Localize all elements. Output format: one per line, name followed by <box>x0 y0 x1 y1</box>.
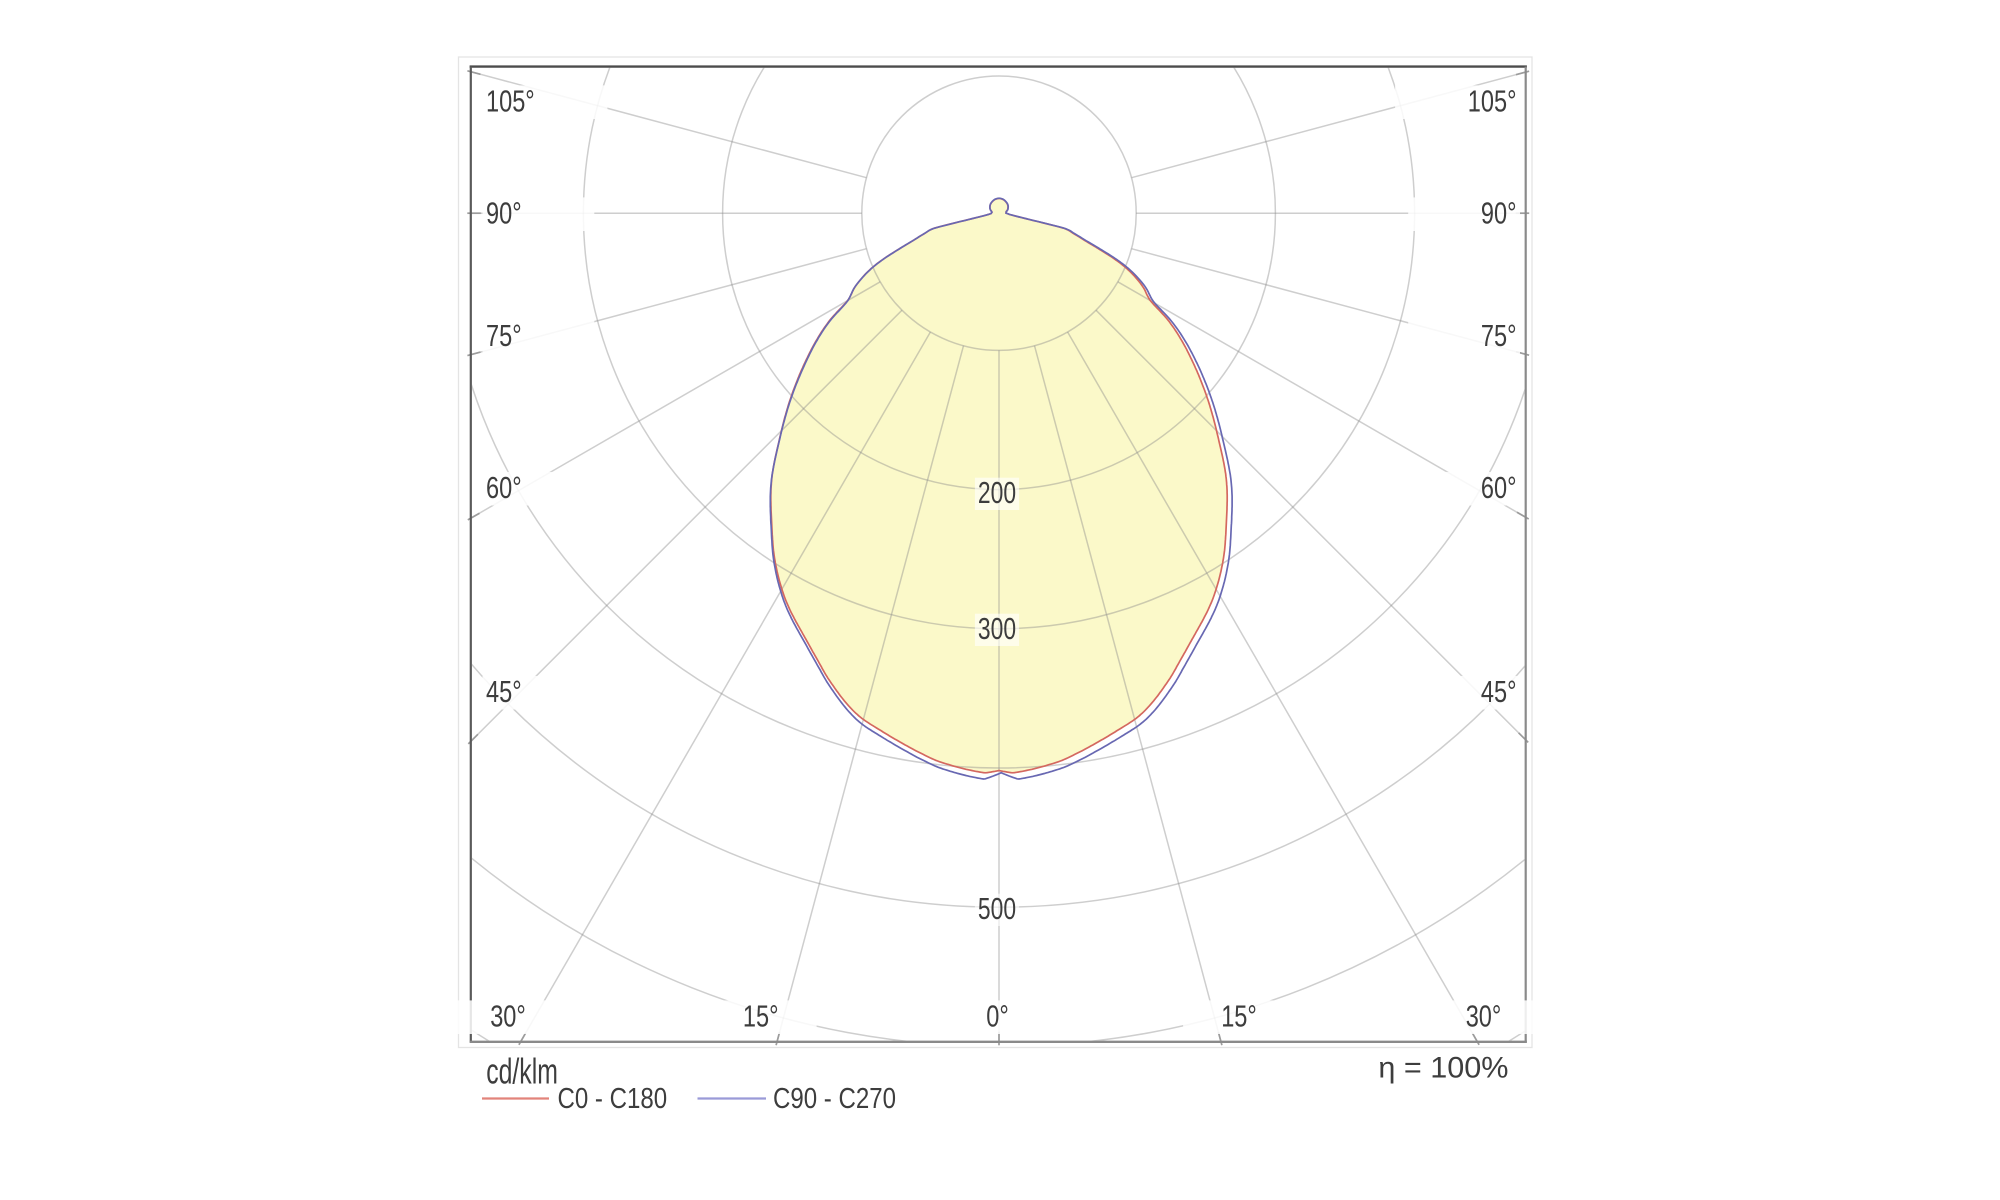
svg-text:60°: 60° <box>486 470 522 505</box>
svg-text:60°: 60° <box>1481 470 1517 505</box>
svg-text:0°: 0° <box>986 998 1009 1033</box>
svg-text:15°: 15° <box>1221 998 1257 1033</box>
svg-text:105°: 105° <box>486 83 535 118</box>
svg-text:η = 100%: η = 100% <box>1378 1052 1508 1085</box>
svg-text:C90 - C270: C90 - C270 <box>773 1082 896 1115</box>
svg-text:105°: 105° <box>1468 83 1517 118</box>
svg-text:75°: 75° <box>1481 318 1517 353</box>
svg-text:300: 300 <box>978 612 1016 646</box>
svg-text:30°: 30° <box>490 998 526 1033</box>
svg-text:45°: 45° <box>1481 674 1517 709</box>
svg-text:75°: 75° <box>486 318 522 353</box>
svg-text:15°: 15° <box>743 998 779 1033</box>
svg-text:200: 200 <box>978 476 1016 510</box>
svg-text:500: 500 <box>978 892 1016 926</box>
svg-text:45°: 45° <box>486 674 522 709</box>
svg-text:cd/klm: cd/klm <box>486 1051 558 1092</box>
svg-text:90°: 90° <box>1481 195 1517 230</box>
svg-text:30°: 30° <box>1466 998 1502 1033</box>
svg-text:90°: 90° <box>486 195 522 230</box>
svg-text:C0 - C180: C0 - C180 <box>558 1082 668 1115</box>
